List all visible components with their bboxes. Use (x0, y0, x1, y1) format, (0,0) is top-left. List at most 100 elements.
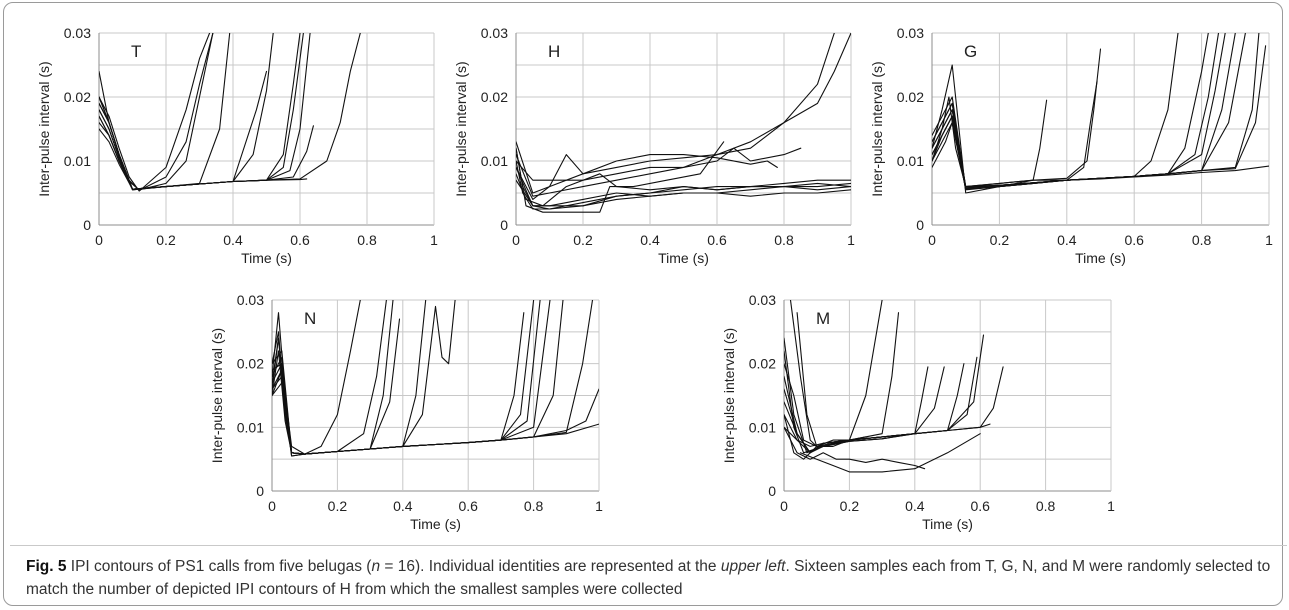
ipi-contour-line (99, 115, 314, 190)
x-axis-title: Time (s) (922, 516, 973, 532)
y-tick-label: 0.03 (64, 25, 91, 41)
x-tick-label: 0.4 (1057, 232, 1077, 248)
y-tick-label: 0.03 (481, 25, 508, 41)
x-tick-label: 0.6 (970, 498, 990, 514)
caption-divider (10, 545, 1287, 546)
caption-text-2: = 16). Individual identities are represe… (380, 558, 721, 575)
y-tick-label: 0.01 (237, 419, 264, 435)
x-tick-label: 0 (928, 232, 936, 248)
contour-group (272, 300, 599, 457)
figure-panel: 0 0.01 0.02 0.03 0 0.2 0.4 0.6 0.8 1 Time (s) Inter… (3, 2, 1287, 606)
caption-figure-number: Fig. 5 (26, 558, 67, 575)
y-tick-label: 0.02 (481, 89, 508, 105)
y-tick-label: 0.01 (64, 153, 91, 169)
x-tick-label: 0.4 (640, 232, 660, 248)
y-tick-label: 0.03 (237, 292, 264, 308)
x-tick-label: 1 (1265, 232, 1273, 248)
y-axis-title: Inter-pulse interval (s) (36, 61, 52, 196)
ipi-contour-line (784, 366, 1004, 454)
x-tick-label: 0.6 (458, 498, 478, 514)
y-axis-title: Inter-pulse interval (s) (209, 328, 225, 463)
x-tick-label: 1 (1107, 498, 1115, 514)
x-tick-label: 0.4 (905, 498, 925, 514)
ipi-contour-line (272, 382, 599, 457)
ipi-contour-line (272, 300, 594, 455)
contour-group (932, 33, 1269, 194)
ipi-contour-line (99, 33, 211, 192)
ipi-contour-line (99, 102, 308, 190)
x-axis-title: Time (s) (241, 250, 292, 266)
y-axis-title: Inter-pulse interval (s) (453, 61, 469, 196)
panel-m: 0 0.01 0.02 0.03 0 0.2 0.4 0.6 0.8 1 Time (s) Inter… (721, 292, 1115, 532)
x-tick-label: 0 (95, 232, 103, 248)
ipi-contour-line (784, 334, 985, 454)
y-axis-title: Inter-pulse interval (s) (721, 328, 737, 463)
ipi-contour-line (516, 166, 851, 210)
chart-area: 0 0.01 0.02 0.03 0 0.2 0.4 0.6 0.8 1 Time (s) Inter… (36, 25, 1273, 532)
ipi-contour-line (932, 33, 1260, 188)
identity-label: H (548, 42, 560, 61)
x-tick-label: 0 (268, 498, 276, 514)
panel-h: 0 0.01 0.02 0.03 0 0.2 0.4 0.6 0.8 1 Time (s) Inter… (453, 25, 855, 266)
figure-caption: Fig. 5 IPI contours of PS1 calls from fi… (10, 545, 1287, 601)
ipi-contour-line (932, 96, 1048, 188)
ipi-contour-line (272, 300, 456, 455)
ipi-contour-line (516, 141, 778, 194)
ipi-contour-line (784, 426, 926, 470)
ipi-contour-line (516, 33, 835, 200)
caption-text-1: IPI contours of PS1 calls from five belu… (66, 558, 372, 575)
ipi-contour-line (99, 33, 214, 191)
x-axis-title: Time (s) (410, 516, 461, 532)
x-tick-label: 0.6 (707, 232, 727, 248)
ipi-contour-line (99, 33, 304, 190)
x-tick-label: 0.2 (990, 232, 1010, 248)
x-tick-label: 0.2 (573, 232, 593, 248)
x-tick-label: 0.8 (774, 232, 794, 248)
x-tick-label: 0.2 (328, 498, 348, 514)
y-tick-label: 0.03 (897, 25, 924, 41)
panel-t: 0 0.01 0.02 0.03 0 0.2 0.4 0.6 0.8 1 Time (s) Inter… (36, 25, 438, 266)
ipi-contour-line (516, 147, 802, 181)
ipi-contour-line (272, 318, 401, 455)
caption-n: n (371, 558, 381, 575)
ipi-contour-line (799, 433, 981, 473)
x-tick-label: 1 (595, 498, 603, 514)
x-axis-title: Time (s) (658, 250, 709, 266)
x-tick-label: 0.2 (840, 498, 860, 514)
y-axis-title: Inter-pulse interval (s) (869, 61, 885, 196)
contour-group (99, 33, 361, 192)
x-tick-label: 0.8 (1036, 498, 1056, 514)
x-tick-label: 0.6 (290, 232, 310, 248)
x-tick-label: 0.8 (357, 232, 377, 248)
x-tick-label: 0 (780, 498, 788, 514)
ipi-contour-line (99, 33, 214, 191)
panel-n: 0 0.01 0.02 0.03 0 0.2 0.4 0.6 0.8 1 Time (s) Inter… (209, 292, 603, 532)
x-tick-label: 0.2 (156, 232, 176, 248)
y-tick-label: 0.03 (749, 292, 776, 308)
identity-label: T (131, 42, 141, 61)
y-tick-label: 0.01 (481, 153, 508, 169)
ipi-contour-line (272, 363, 599, 455)
x-tick-label: 0.4 (223, 232, 243, 248)
caption-upper-left: upper left (720, 558, 786, 575)
x-tick-label: 1 (847, 232, 855, 248)
x-axis-title: Time (s) (1075, 250, 1126, 266)
ipi-contour-line (784, 414, 991, 454)
ipi-contour-line (932, 48, 1102, 188)
caption-text-3: . Sixteen samples each from T, G, N, and… (26, 558, 1271, 598)
ipi-contour-line (784, 312, 900, 447)
y-tick-label: 0.02 (897, 89, 924, 105)
identity-label: M (816, 309, 830, 328)
ipi-contour-line (99, 33, 301, 190)
contour-group (784, 300, 1004, 473)
identity-label: N (304, 309, 316, 328)
ipi-contour-line (99, 33, 231, 191)
y-tick-label: 0 (916, 217, 924, 233)
contour-group (516, 33, 851, 213)
y-tick-label: 0.02 (64, 89, 91, 105)
y-tick-label: 0 (83, 217, 91, 233)
x-tick-label: 0.8 (524, 498, 544, 514)
y-tick-label: 0.01 (897, 153, 924, 169)
identity-label: G (964, 42, 977, 61)
ipi-contour-line (932, 33, 1246, 190)
